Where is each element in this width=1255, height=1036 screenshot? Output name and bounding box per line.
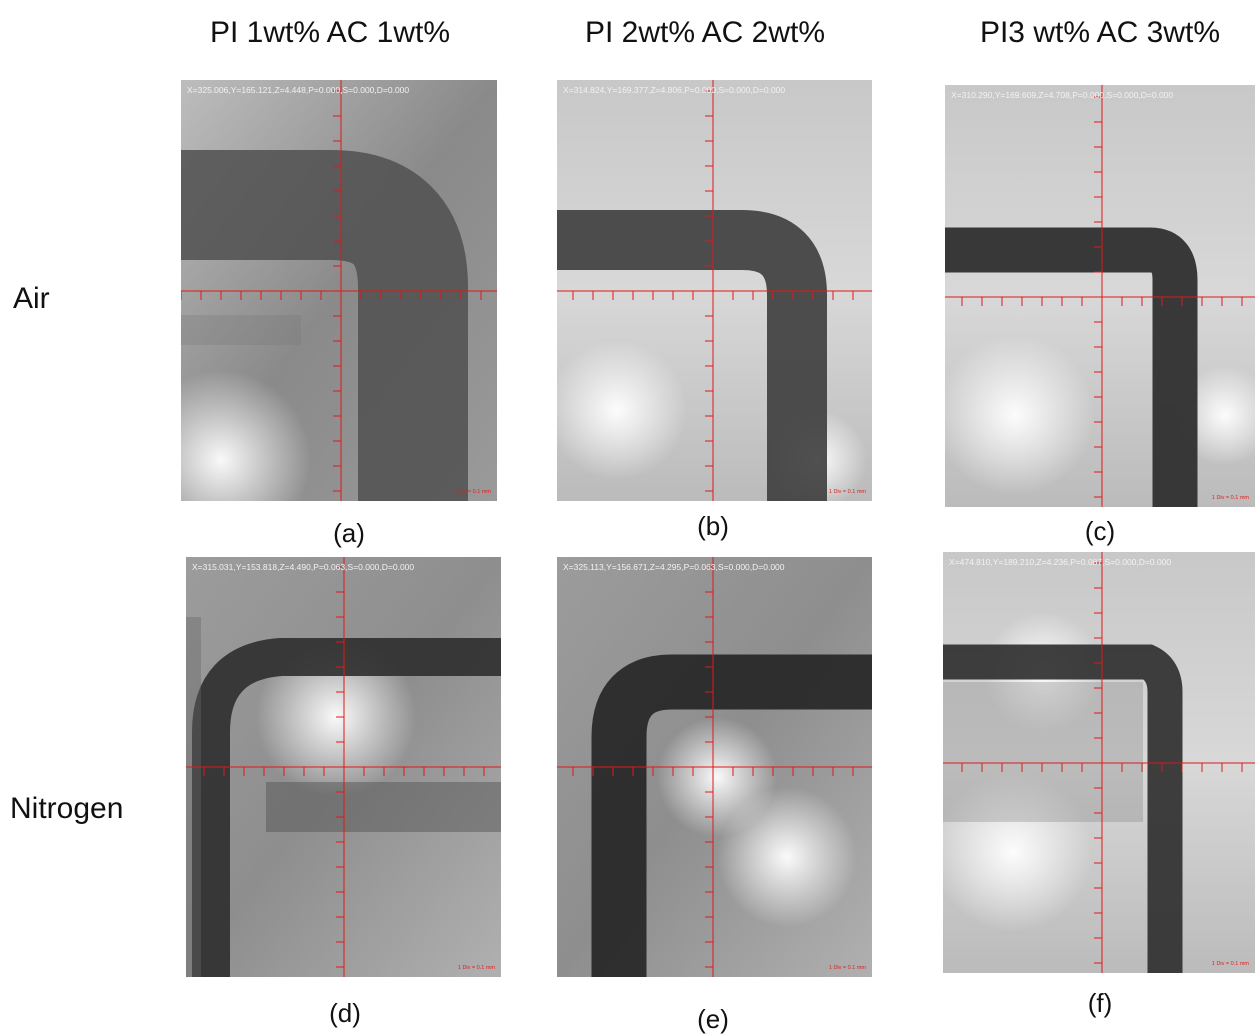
column-header: PI 1wt% AC 1wt% <box>210 16 450 49</box>
coordinate-overlay: X=474.810,Y=189.210,Z=4.236,P=0.087,S=0.… <box>949 557 1171 567</box>
bright-region <box>945 335 1095 495</box>
coordinate-overlay: X=314.824,Y=169.377,Z=4.806,P=0.000,S=0.… <box>563 85 785 95</box>
bright-region <box>557 340 687 480</box>
micrograph-panel: X=315.031,Y=153.818,Z=4.490,P=0.063,S=0.… <box>186 557 501 977</box>
column-header: PI 2wt% AC 2wt% <box>585 16 825 49</box>
panel-caption: (d) <box>329 998 361 1028</box>
micrograph-panel: X=310.290,Y=169.609,Z=4.708,P=0.000,S=0.… <box>945 85 1255 507</box>
bright-region <box>657 717 777 837</box>
micrograph-panel: X=474.810,Y=189.210,Z=4.236,P=0.087,S=0.… <box>943 552 1255 973</box>
micrograph-image: X=474.810,Y=189.210,Z=4.236,P=0.087,S=0.… <box>943 552 1255 973</box>
bright-region <box>181 370 311 501</box>
scale-label: 1 Div = 0.1 mm <box>1212 495 1250 501</box>
micrograph-image: X=314.824,Y=169.377,Z=4.806,P=0.000,S=0.… <box>557 80 872 501</box>
micrograph-image: X=325.006,Y=165.121,Z=4.448,P=0.000,S=0.… <box>181 80 497 501</box>
scale-label: 1 Div = 0.1 mm <box>454 489 492 495</box>
panel-caption: (a) <box>333 518 365 548</box>
row-label: Air <box>13 282 50 315</box>
scale-label: 1 Div = 0.1 mm <box>829 965 867 971</box>
coordinate-overlay: X=315.031,Y=153.818,Z=4.490,P=0.063,S=0.… <box>192 562 414 572</box>
scale-label: 1 Div = 0.1 mm <box>458 965 496 971</box>
micrograph-panel: X=325.113,Y=156.671,Z=4.295,P=0.063,S=0.… <box>557 557 872 977</box>
panel-caption: (b) <box>697 511 729 541</box>
panel-caption: (c) <box>1085 516 1115 546</box>
coating-edge <box>943 644 1183 973</box>
micrograph-panel: X=314.824,Y=169.377,Z=4.806,P=0.000,S=0.… <box>557 80 872 501</box>
micrograph-image: X=310.290,Y=169.609,Z=4.708,P=0.000,S=0.… <box>945 85 1255 507</box>
column-header: PI3 wt% AC 3wt% <box>980 16 1220 49</box>
coordinate-overlay: X=310.290,Y=169.609,Z=4.708,P=0.000,S=0.… <box>951 90 1173 100</box>
panel-caption: (e) <box>697 1004 729 1034</box>
micrograph-panel: X=325.006,Y=165.121,Z=4.448,P=0.000,S=0.… <box>181 80 497 501</box>
coating-edge <box>591 654 872 977</box>
coordinate-overlay: X=325.113,Y=156.671,Z=4.295,P=0.063,S=0.… <box>563 562 785 572</box>
panel-caption: (f) <box>1088 988 1113 1018</box>
coordinate-overlay: X=325.006,Y=165.121,Z=4.448,P=0.000,S=0.… <box>187 85 409 95</box>
scale-label: 1 Div = 0.1 mm <box>1212 961 1250 967</box>
micrograph-image: X=315.031,Y=153.818,Z=4.490,P=0.063,S=0.… <box>186 557 501 977</box>
coating-edge <box>192 638 501 977</box>
row-label: Nitrogen <box>10 792 123 825</box>
coating-edge <box>945 227 1198 507</box>
bright-region <box>943 772 1093 932</box>
scale-label: 1 Div = 0.1 mm <box>829 489 867 495</box>
micrograph-image: X=325.113,Y=156.671,Z=4.295,P=0.063,S=0.… <box>557 557 872 977</box>
